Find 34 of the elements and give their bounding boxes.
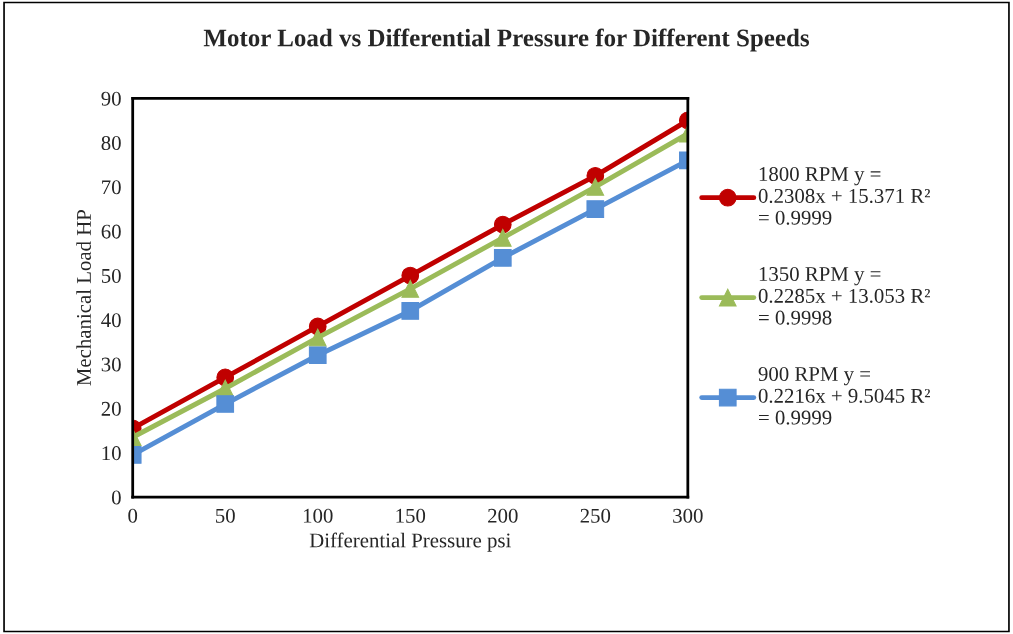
- point: [401, 266, 420, 285]
- point: [493, 248, 512, 267]
- y-tick-label: 40: [101, 313, 121, 328]
- y-axis-title: Mechanical Load HP: [76, 209, 91, 386]
- x-tick-label: 150: [396, 508, 426, 523]
- point: [586, 200, 605, 218]
- y-tick-label: 60: [101, 224, 121, 239]
- legend-label: 1350 RPM y = 0.2285x + 13.053 R² = 0.9998: [758, 266, 930, 325]
- point: [216, 395, 235, 413]
- point: [401, 302, 420, 320]
- point: [308, 328, 327, 347]
- y-tick-label: 50: [101, 268, 121, 283]
- y-tick-label: 0: [111, 490, 121, 505]
- y-tick-label: 70: [102, 180, 121, 195]
- x-tick-label: 50: [216, 508, 235, 523]
- x-tick-label: 250: [580, 508, 611, 523]
- point: [401, 279, 420, 298]
- x-tick-label: 300: [673, 508, 703, 523]
- legend-label: 1800 RPM y = 0.2308x + 15.371 R² = 0.9999: [758, 167, 930, 225]
- y-tick-label: 10: [102, 446, 121, 461]
- point: [493, 215, 512, 234]
- x-axis-title: Differential Pressure psi: [309, 532, 511, 552]
- x-tick-label: 100: [303, 508, 333, 523]
- y-tick-label: 20: [101, 401, 121, 416]
- chart-title: Motor Load vs Differential Pressure for Different Speeds: [203, 28, 810, 52]
- x-tick-label: 0: [128, 508, 138, 523]
- y-tick-label: 30: [101, 357, 121, 372]
- x-tick-label: 200: [488, 508, 518, 523]
- y-tick-label: 90: [101, 91, 121, 106]
- legend-label: 900 RPM y = 0.2216x + 9.5045 R² = 0.9999: [758, 366, 930, 425]
- point: [493, 228, 512, 247]
- point: [308, 346, 327, 365]
- point: [586, 178, 605, 196]
- y-tick-label: 80: [101, 135, 121, 151]
